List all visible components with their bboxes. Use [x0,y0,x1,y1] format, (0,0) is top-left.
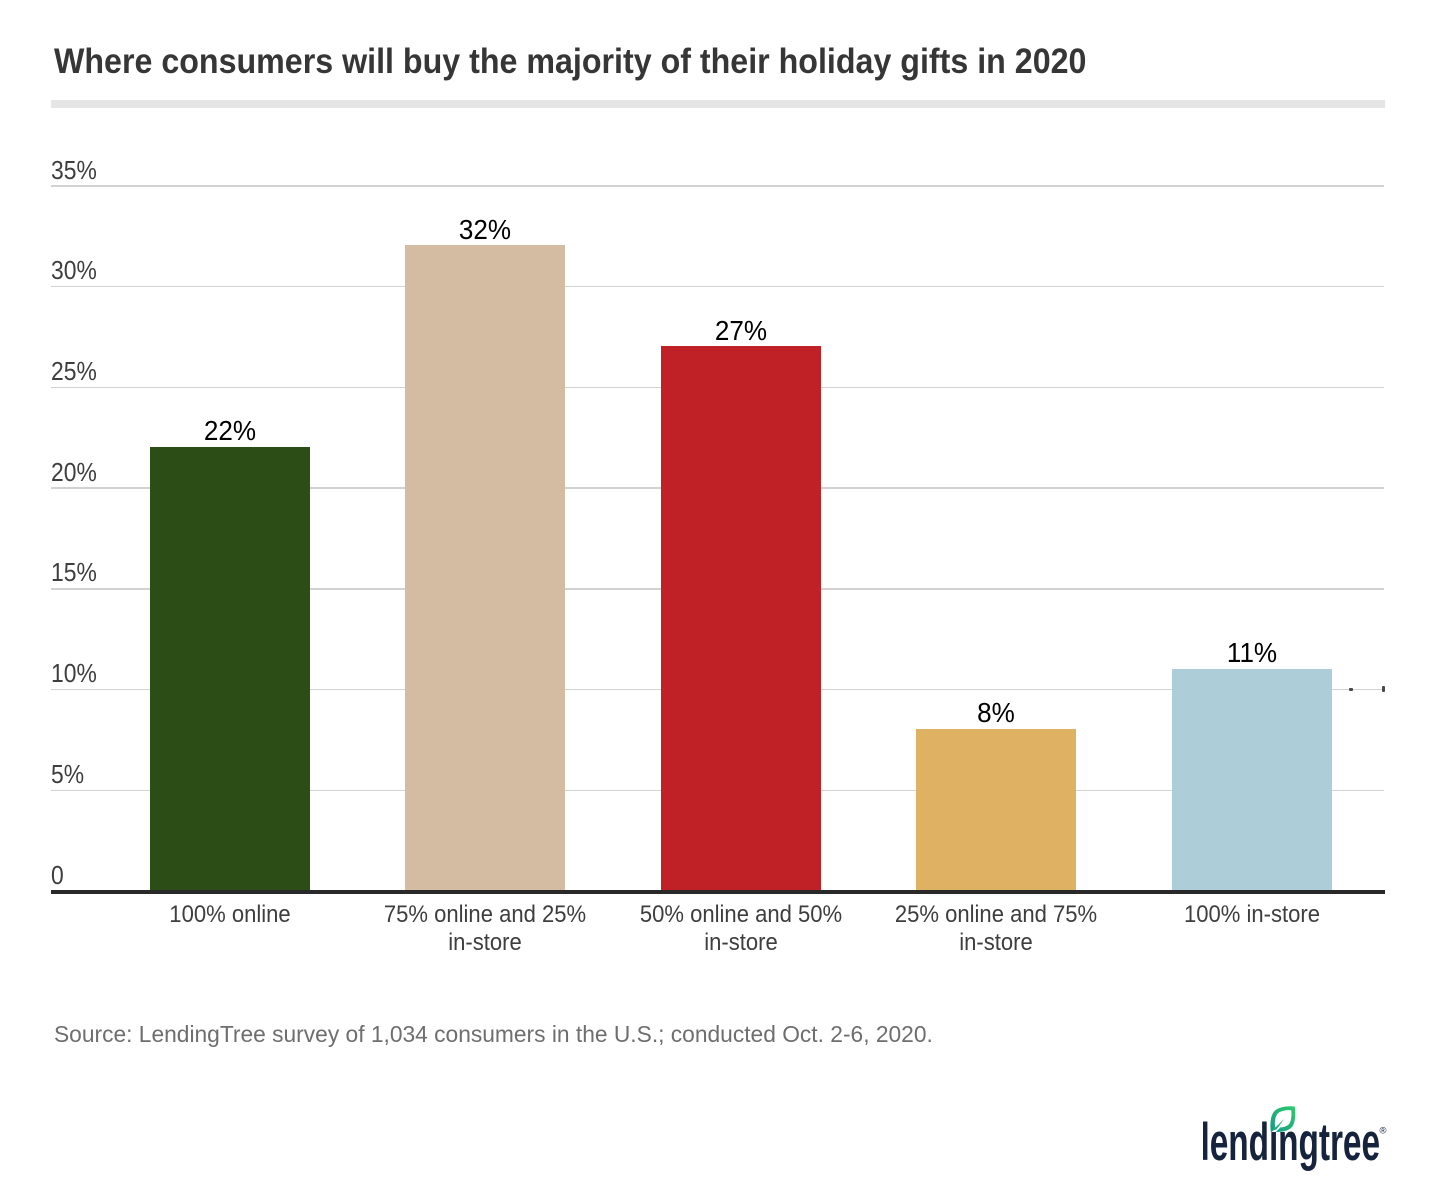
svg-text:lendıngtree: lendıngtree [1203,1113,1380,1172]
svg-text:®: ® [1380,1126,1387,1137]
